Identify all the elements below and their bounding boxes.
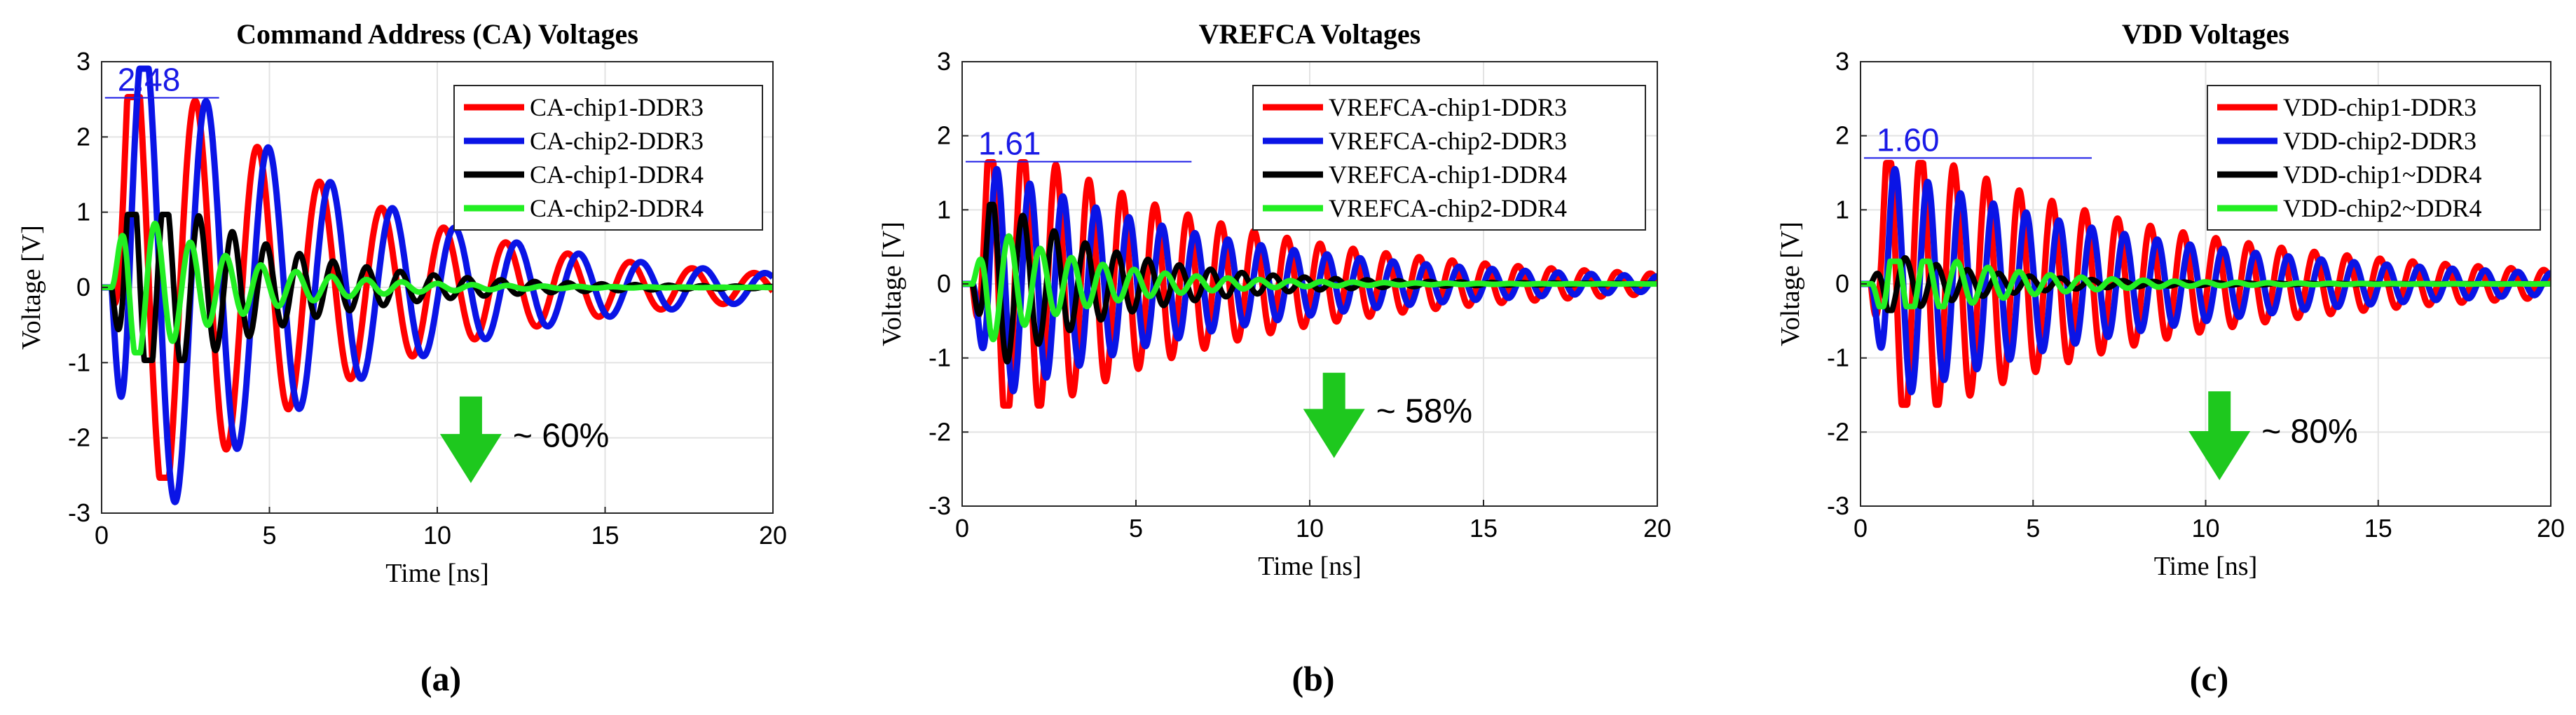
y-tick-label: -2 xyxy=(929,417,951,446)
series-group xyxy=(102,65,773,505)
y-tick-label: -2 xyxy=(68,423,90,452)
legend-entry: VREFCA-chip1-DDR3 xyxy=(1329,93,1567,121)
x-tick-label: 10 xyxy=(423,521,451,550)
chart-panel-b: VREFCA Voltages Time [ns] Voltage [V] (b… xyxy=(877,18,1671,698)
x-tick-label: 10 xyxy=(2191,514,2219,543)
x-axis-label: Time [ns] xyxy=(1258,552,1361,581)
panel-label: (a) xyxy=(420,659,461,698)
panel-label: (b) xyxy=(1292,659,1334,698)
chart-panel-c: VDD Voltages Time [ns] Voltage [V] (c) 0… xyxy=(1776,18,2565,698)
x-tick-label: 5 xyxy=(262,521,276,550)
peak-value-label: 1.61 xyxy=(978,125,1041,162)
y-tick-label: -3 xyxy=(929,491,951,520)
reduction-label: ~ 60% xyxy=(513,417,609,454)
y-tick-label: 2 xyxy=(1835,121,1849,150)
y-tick-label: 1 xyxy=(1835,195,1849,224)
panel-label: (c) xyxy=(2190,659,2229,698)
x-tick-label: 5 xyxy=(2026,514,2040,543)
legend: VREFCA-chip1-DDR3 VREFCA-chip2-DDR3 VREFCA… xyxy=(1252,85,1646,231)
series-line xyxy=(102,65,773,505)
legend-entry: VDD-chip1~DDR4 xyxy=(2283,161,2481,189)
legend-entry: CA-chip1-DDR4 xyxy=(530,161,704,189)
peak-value-label: 2.48 xyxy=(118,62,181,98)
series-group xyxy=(962,159,1657,409)
x-tick-label: 0 xyxy=(95,521,109,550)
y-tick-label: 2 xyxy=(937,121,951,150)
y-tick-label: -3 xyxy=(1827,491,1849,520)
chart-panel-a: Command Address (CA) Voltages Time [ns] … xyxy=(17,18,787,698)
y-tick-label: -3 xyxy=(68,498,90,527)
y-tick-label: -1 xyxy=(929,343,951,372)
x-tick-label: 0 xyxy=(1854,514,1868,543)
y-tick-label: -2 xyxy=(1827,417,1849,446)
series-line xyxy=(962,165,1657,395)
chart-title: Command Address (CA) Voltages xyxy=(236,18,638,50)
series-line xyxy=(962,233,1657,343)
legend-entry: VREFCA-chip2-DDR4 xyxy=(1329,194,1567,222)
y-tick-label: 3 xyxy=(937,47,951,76)
y-tick-label: 3 xyxy=(1835,47,1849,76)
series-line xyxy=(1861,258,2551,310)
series-line xyxy=(1861,160,2551,408)
x-tick-label: 20 xyxy=(759,521,787,550)
reduction-label: ~ 58% xyxy=(1376,393,1472,430)
legend-entry: CA-chip2-DDR3 xyxy=(530,127,704,155)
x-tick-label: 0 xyxy=(955,514,969,543)
y-tick-label: -1 xyxy=(68,348,90,376)
y-tick-label: 0 xyxy=(937,269,951,298)
x-tick-label: 20 xyxy=(2537,514,2565,543)
x-tick-label: 15 xyxy=(1469,514,1498,543)
reduction-label: ~ 80% xyxy=(2261,414,2357,451)
chart-title: VDD Voltages xyxy=(2122,18,2289,50)
legend-entry: CA-chip2-DDR4 xyxy=(530,194,704,222)
legend: CA-chip1-DDR3 CA-chip2-DDR3 CA-chip1-DDR4 C… xyxy=(453,85,763,231)
series-line xyxy=(102,220,773,356)
x-axis-label: Time [ns] xyxy=(2154,552,2257,581)
x-tick-label: 10 xyxy=(1296,514,1324,543)
legend-entry: VDD-chip2~DDR4 xyxy=(2283,194,2481,222)
down-arrow-icon xyxy=(2188,391,2251,481)
x-tick-label: 5 xyxy=(1129,514,1143,543)
y-axis-label: Voltage [V] xyxy=(1776,222,1805,346)
y-tick-label: 2 xyxy=(76,122,90,151)
x-axis-label: Time [ns] xyxy=(385,559,488,588)
legend-entry: VREFCA-chip2-DDR3 xyxy=(1329,127,1567,155)
down-arrow-icon xyxy=(439,396,502,484)
y-tick-label: 0 xyxy=(1835,269,1849,298)
peak-value-label: 1.60 xyxy=(1877,121,1940,158)
x-tick-label: 20 xyxy=(1643,514,1671,543)
chart-title: VREFCA Voltages xyxy=(1199,18,1421,50)
y-tick-label: 1 xyxy=(76,198,90,226)
x-tick-label: 15 xyxy=(2364,514,2392,543)
legend: VDD-chip1-DDR3 VDD-chip2-DDR3 VDD-chip1~DD… xyxy=(2207,85,2541,231)
series-line xyxy=(1861,165,2551,395)
y-tick-label: 0 xyxy=(76,273,90,301)
down-arrow-icon xyxy=(1303,372,1365,458)
x-tick-label: 15 xyxy=(591,521,619,550)
legend-entry: VDD-chip1-DDR3 xyxy=(2283,93,2476,121)
y-tick-label: 1 xyxy=(937,195,951,224)
legend-entry: VDD-chip2-DDR3 xyxy=(2283,127,2476,155)
y-tick-label: -1 xyxy=(1827,343,1849,372)
y-tick-label: 3 xyxy=(76,47,90,76)
series-group xyxy=(1861,160,2551,408)
legend-entry: VREFCA-chip1-DDR4 xyxy=(1329,161,1567,189)
y-axis-label: Voltage [V] xyxy=(877,222,907,346)
y-axis-label: Voltage [V] xyxy=(17,225,46,350)
legend-entry: CA-chip1-DDR3 xyxy=(530,93,704,121)
